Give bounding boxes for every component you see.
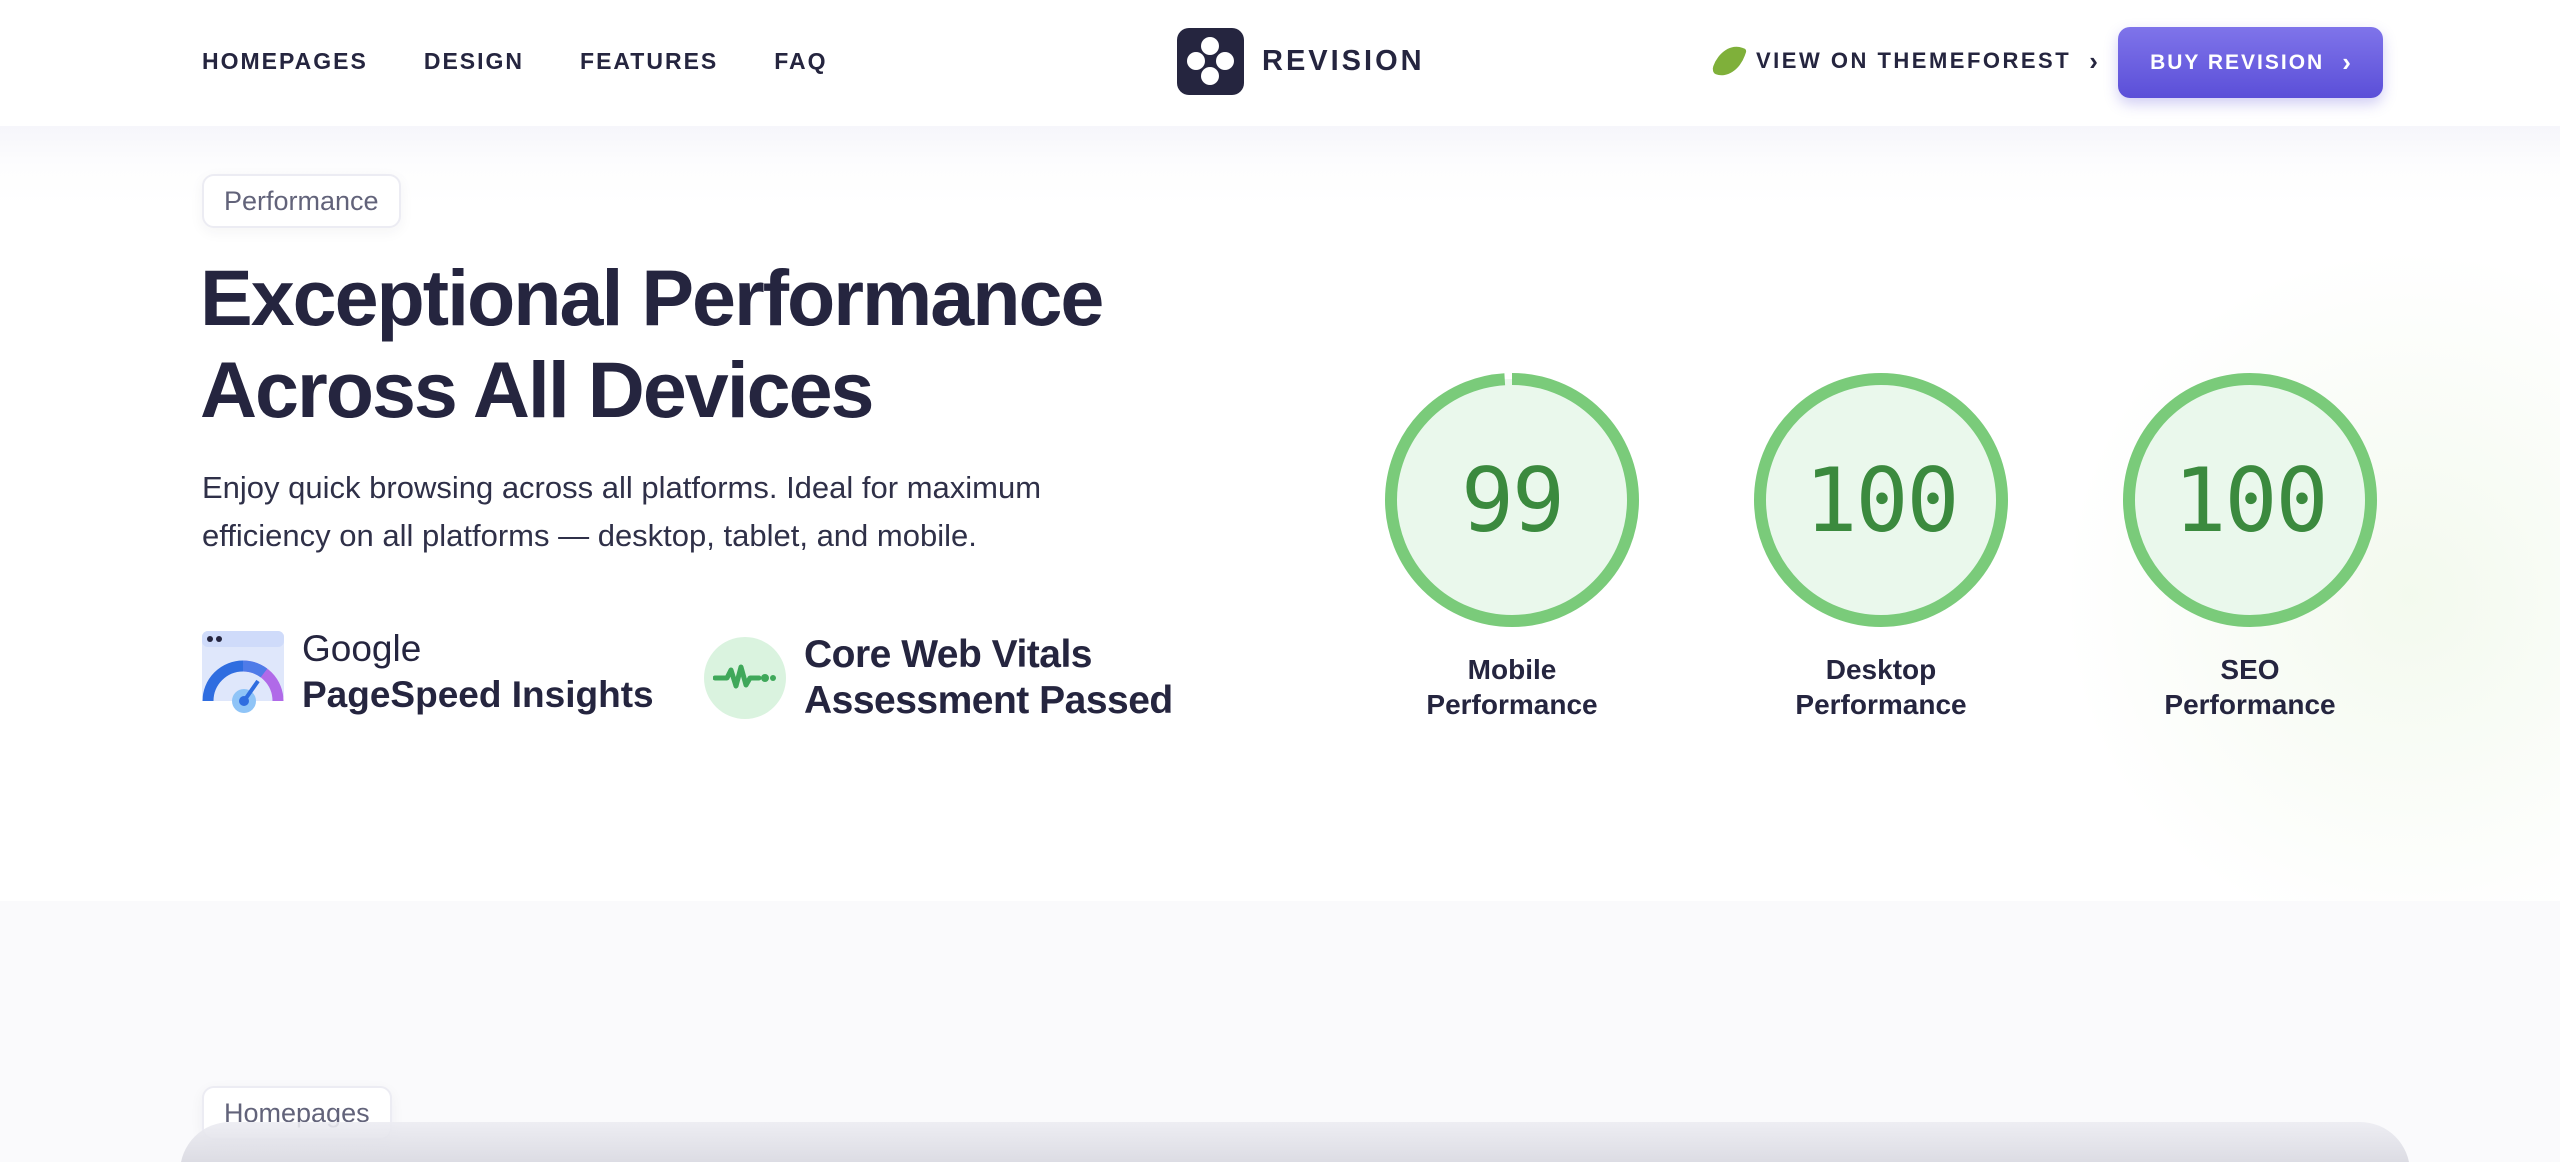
desktop-performance-gauge: 100 Desktop Performance <box>1751 370 2011 722</box>
gauge-fill <box>1760 379 2002 621</box>
gauge-label-line2: Performance <box>2164 689 2336 720</box>
chevron-right-icon: › <box>2342 47 2351 77</box>
themeforest-label: VIEW ON THEMEFOREST <box>1756 48 2072 73</box>
nav-features[interactable]: FEATURES <box>580 48 719 74</box>
buy-revision-button[interactable]: BUY REVISION › <box>2118 27 2383 98</box>
homepage-preview-card[interactable] <box>180 1122 2410 1162</box>
homepages-section <box>0 901 2560 1162</box>
cwv-label-line1: Core Web Vitals <box>804 633 1092 676</box>
google-label: Google <box>302 628 422 669</box>
heartbeat-icon <box>704 637 786 719</box>
gauge-label-line1: Desktop <box>1825 654 1937 685</box>
site-header: HOMEPAGES DESIGN FEATURES FAQ REVISION V… <box>0 0 2560 126</box>
pagespeed-icon <box>202 631 284 713</box>
gauge-label-line2: Performance <box>1795 689 1967 720</box>
pagespeed-label: PageSpeed Insights <box>302 674 654 715</box>
view-on-themeforest-link[interactable]: VIEW ON THEMEFOREST › <box>1710 40 2098 82</box>
headline-line2: Across All Devices <box>200 345 874 434</box>
chevron-right-icon: › <box>2089 45 2098 76</box>
gauge-ring-mobile <box>1385 373 1639 627</box>
gauge-ring-seo <box>2123 373 2377 627</box>
gauge-ring-desktop <box>1754 373 2008 627</box>
section-description: Enjoy quick browsing across all platform… <box>202 470 1042 553</box>
gauge-arc <box>2123 373 2377 627</box>
main-nav: HOMEPAGES DESIGN FEATURES FAQ <box>202 46 828 76</box>
page-title: Exceptional Performance Across All Devic… <box>200 252 1200 436</box>
core-web-vitals-badge: Core Web Vitals Assessment Passed <box>704 632 1173 724</box>
gauge-fill <box>1391 379 1633 621</box>
leaf-icon <box>1710 40 1748 82</box>
nav-design[interactable]: DESIGN <box>423 48 525 74</box>
mobile-performance-gauge: 99 Mobile Performance <box>1382 370 1642 722</box>
nav-homepages[interactable]: HOMEPAGES <box>202 48 368 74</box>
nav-faq[interactable]: FAQ <box>774 48 828 74</box>
logo-icon <box>1177 28 1244 95</box>
gauge-label-line2: Performance <box>1426 689 1598 720</box>
section-tag-performance: Performance <box>202 174 401 228</box>
buy-label: BUY REVISION <box>2150 50 2325 74</box>
gauge-score: 99 <box>1461 448 1565 552</box>
seo-performance-gauge: 100 SEO Performance <box>2120 370 2380 722</box>
cwv-label-line2: Assessment Passed <box>804 679 1173 722</box>
gauge-score: 100 <box>2173 448 2329 552</box>
gauge-fill <box>2129 379 2371 621</box>
gauge-score: 100 <box>1804 448 1960 552</box>
site-logo[interactable]: REVISION <box>1177 28 1425 95</box>
gauge-label-line1: Mobile <box>1467 654 1557 685</box>
logo-text: REVISION <box>1262 45 1425 77</box>
gauge-label-line1: SEO <box>2220 654 2280 685</box>
gauge-arc <box>1754 373 2008 627</box>
gauge-arc <box>1385 373 1639 627</box>
google-pagespeed-badge: Google PageSpeed Insights <box>202 626 654 718</box>
headline-line1: Exceptional Performance <box>200 253 1104 342</box>
